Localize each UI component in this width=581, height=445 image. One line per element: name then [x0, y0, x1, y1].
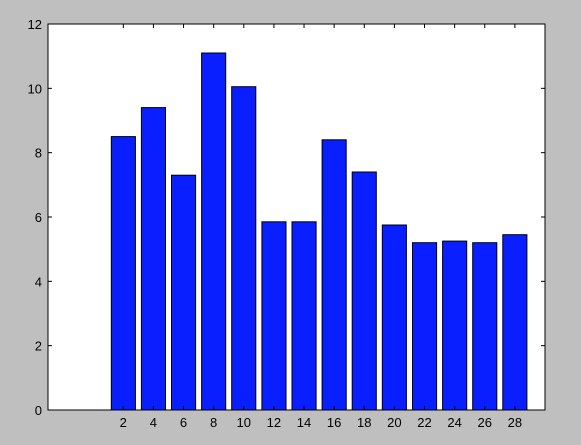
bar-26: [472, 242, 498, 411]
x-tick-label: 4: [150, 415, 157, 430]
x-tick-label: 10: [237, 415, 251, 430]
bar-24: [442, 240, 468, 411]
bar-20: [381, 224, 407, 411]
bar-4: [140, 107, 166, 411]
x-tick-label: 14: [297, 415, 311, 430]
x-tick-label: 6: [180, 415, 187, 430]
y-tick-label: 12: [28, 17, 42, 32]
bar-12: [261, 221, 287, 411]
x-tick-label: 12: [267, 415, 281, 430]
x-tick-label: 20: [387, 415, 401, 430]
x-tick-label: 28: [508, 415, 522, 430]
x-tick-label: 2: [120, 415, 127, 430]
x-tick-label: 18: [357, 415, 371, 430]
y-tick-label: 2: [35, 339, 42, 354]
bar-16: [321, 139, 347, 411]
x-tick-label: 24: [447, 415, 461, 430]
y-tick-label: 10: [28, 81, 42, 96]
bar-2: [110, 136, 136, 411]
x-tick-label: 16: [327, 415, 341, 430]
y-tick-label: 8: [35, 146, 42, 161]
y-tick-label: 0: [35, 403, 42, 418]
bar-28: [502, 234, 528, 411]
bar-14: [291, 221, 317, 411]
bar-10: [231, 86, 257, 411]
bars-group: [110, 52, 528, 411]
x-tick-label: 8: [210, 415, 217, 430]
x-tick-label: 26: [478, 415, 492, 430]
bar-8: [201, 52, 227, 411]
bar-18: [351, 171, 377, 411]
bar-22: [412, 242, 438, 411]
y-tick-label: 4: [35, 274, 42, 289]
y-tick-label: 6: [35, 210, 42, 225]
ticks-group: [48, 23, 545, 411]
x-tick-label: 22: [417, 415, 431, 430]
bar-6: [171, 174, 197, 411]
